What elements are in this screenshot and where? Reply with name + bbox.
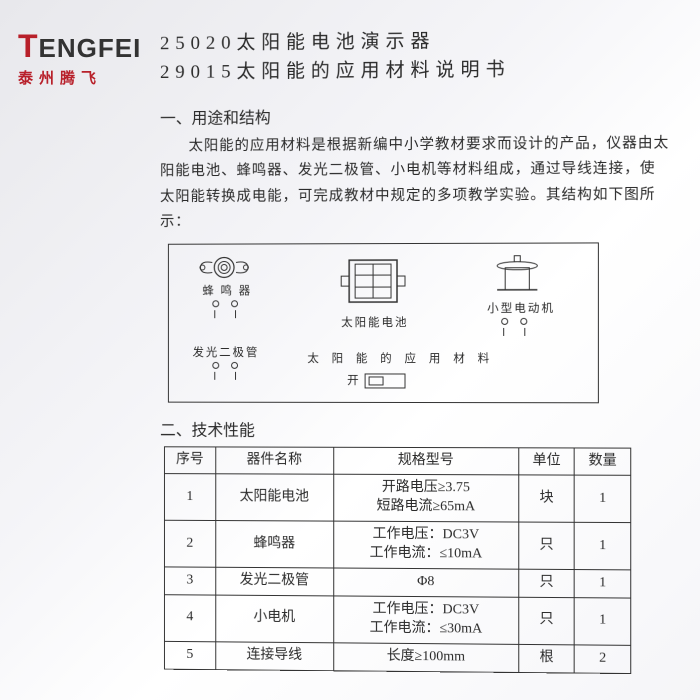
th-seq: 序号 — [164, 446, 215, 474]
cell-qty: 1 — [575, 475, 631, 522]
th-spec: 规格型号 — [334, 447, 519, 475]
th-name: 器件名称 — [215, 446, 333, 474]
buzzer-label: 蜂 鸣 器 — [202, 282, 252, 298]
document-title: 25020太阳能电池演示器 29015太阳能的应用材料说明书 — [160, 26, 670, 87]
cell-name: 太阳能电池 — [215, 474, 333, 521]
cell-qty: 1 — [575, 598, 631, 645]
switch-block: 开 — [347, 371, 407, 389]
cell-spec: 工作电压：DC3V工作电流：≤30mA — [334, 596, 519, 644]
th-unit: 单位 — [519, 447, 575, 475]
cell-name: 小电机 — [215, 595, 333, 643]
section-1-paragraph: 太阳能的应用材料是根据新编中小学教材要求而设计的产品，仪器由太阳能电池、蜂鸣器、… — [160, 131, 670, 235]
cell-spec: 开路电压≥3.75短路电流≥65mA — [334, 475, 519, 523]
table-body: 1太阳能电池开路电压≥3.75短路电流≥65mA块12蜂鸣器工作电压：DC3V工… — [164, 474, 630, 673]
led-label: 发光二极管 — [193, 344, 260, 360]
cell-name: 发光二极管 — [215, 567, 333, 596]
cell-spec: 长度≥100mm — [334, 642, 519, 672]
buzzer-terminals — [204, 298, 246, 322]
motor-label: 小型电动机 — [487, 299, 555, 315]
section-2-heading: 二、技术性能 — [160, 416, 670, 441]
cell-qty: 2 — [575, 645, 631, 674]
diagram-caption: 太 阳 能 的 应 用 材 料 — [307, 349, 494, 365]
title-line-1: 25020太阳能电池演示器 — [160, 26, 670, 59]
cell-spec: Φ8 — [334, 568, 519, 597]
cell-unit: 只 — [519, 597, 575, 644]
cell-unit: 只 — [519, 569, 575, 597]
motor-icon — [487, 253, 547, 300]
cell-name: 蜂鸣器 — [215, 521, 333, 568]
logo-english: TENGFEI — [18, 28, 141, 65]
cell-unit: 根 — [519, 644, 575, 672]
table-row: 2蜂鸣器工作电压：DC3V工作电流：≤10mA只1 — [164, 520, 630, 569]
buzzer-icon — [195, 254, 254, 283]
structure-diagram: 蜂 鸣 器 太阳能电池 小型电动机 发光二极管 太 阳 能 的 应 用 材 料 … — [168, 242, 599, 403]
document-body: 25020太阳能电池演示器 29015太阳能的应用材料说明书 一、用途和结构 太… — [160, 26, 670, 674]
section-1-heading: 一、用途和结构 — [160, 101, 670, 128]
cell-name: 连接导线 — [215, 641, 333, 670]
cell-qty: 1 — [575, 569, 631, 597]
logo-t: T — [18, 28, 39, 64]
cell-seq: 4 — [164, 595, 215, 642]
cell-seq: 3 — [164, 567, 215, 595]
cell-spec: 工作电压：DC3V工作电流：≤10mA — [334, 521, 519, 569]
table-row: 3发光二极管Φ8只1 — [164, 567, 630, 598]
cell-seq: 2 — [164, 520, 215, 567]
led-terminals — [204, 359, 246, 383]
th-qty: 数量 — [575, 447, 631, 475]
motor-terminals — [493, 315, 535, 339]
title-line-2: 29015太阳能的应用材料说明书 — [160, 54, 670, 87]
switch-label: 开 — [347, 374, 360, 386]
brand-logo: TENGFEI 泰州腾飞 — [18, 28, 141, 88]
cell-unit: 块 — [519, 475, 575, 522]
logo-chinese: 泰州腾飞 — [18, 67, 141, 88]
table-row: 5连接导线长度≥100mm根2 — [164, 641, 630, 673]
solar-cell-icon — [335, 254, 411, 315]
cell-seq: 5 — [164, 641, 215, 669]
table-row: 1太阳能电池开路电压≥3.75短路电流≥65mA块1 — [164, 474, 630, 523]
spec-table: 序号 器件名称 规格型号 单位 数量 1太阳能电池开路电压≥3.75短路电流≥6… — [164, 446, 631, 674]
logo-rest: ENGFEI — [39, 33, 142, 63]
table-header-row: 序号 器件名称 规格型号 单位 数量 — [164, 446, 630, 475]
cell-seq: 1 — [164, 474, 215, 521]
cell-qty: 1 — [575, 522, 631, 569]
table-row: 4小电机工作电压：DC3V工作电流：≤30mA只1 — [164, 595, 630, 645]
cell-unit: 只 — [519, 522, 575, 569]
solar-cell-label: 太阳能电池 — [341, 314, 408, 330]
